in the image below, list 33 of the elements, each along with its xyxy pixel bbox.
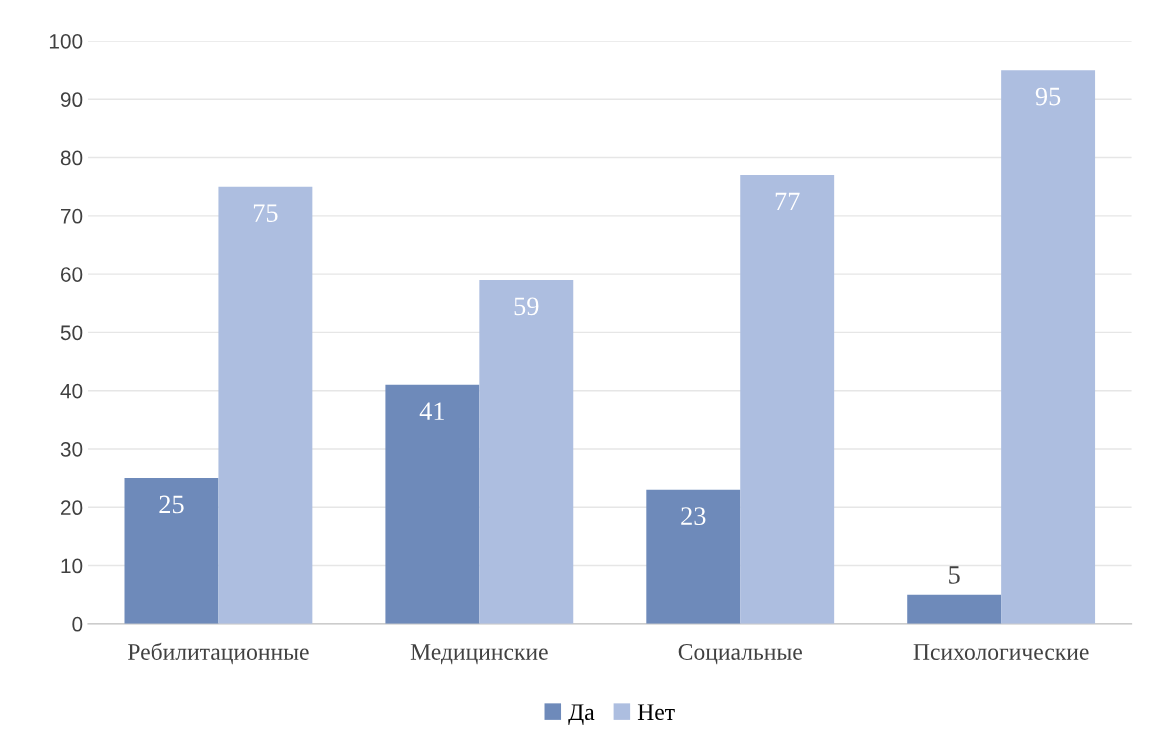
y-tick-label: 30 <box>60 441 83 457</box>
y-tick-label: 60 <box>61 267 83 282</box>
legend-label: Да <box>568 704 595 725</box>
y-tick-label: 20 <box>60 500 83 516</box>
data-label: 23 <box>681 507 706 526</box>
y-tick-label: 80 <box>60 150 83 166</box>
y-tick-label: 0 <box>72 616 83 632</box>
x-tick-label: Психологические <box>913 644 1089 660</box>
legend-label: Нет <box>637 704 675 721</box>
bar <box>740 175 835 624</box>
x-tick-label: Ребилитационные <box>128 642 309 665</box>
x-tick-label: Медицинские <box>410 644 548 665</box>
data-label: 59 <box>514 297 539 316</box>
y-tick-label: 70 <box>61 208 83 224</box>
data-label: 5 <box>949 566 960 584</box>
data-label: 77 <box>775 192 800 211</box>
bar <box>646 489 741 624</box>
y-tick-label: 40 <box>60 383 83 399</box>
bar <box>385 384 480 624</box>
y-tick-label: 100 <box>49 34 83 49</box>
bar <box>124 478 219 624</box>
data-label: 75 <box>253 204 278 222</box>
y-tick-label: 90 <box>60 92 83 108</box>
y-tick-label: 10 <box>61 558 83 574</box>
data-label: 25 <box>159 495 184 514</box>
bar <box>479 279 574 624</box>
y-tick-label: 50 <box>60 325 83 341</box>
data-label: 41 <box>419 402 444 420</box>
bar <box>907 594 1002 624</box>
data-label: 95 <box>1035 87 1061 106</box>
bar <box>1001 70 1096 624</box>
x-tick-label: Социальные <box>678 644 802 665</box>
bar <box>218 186 313 624</box>
